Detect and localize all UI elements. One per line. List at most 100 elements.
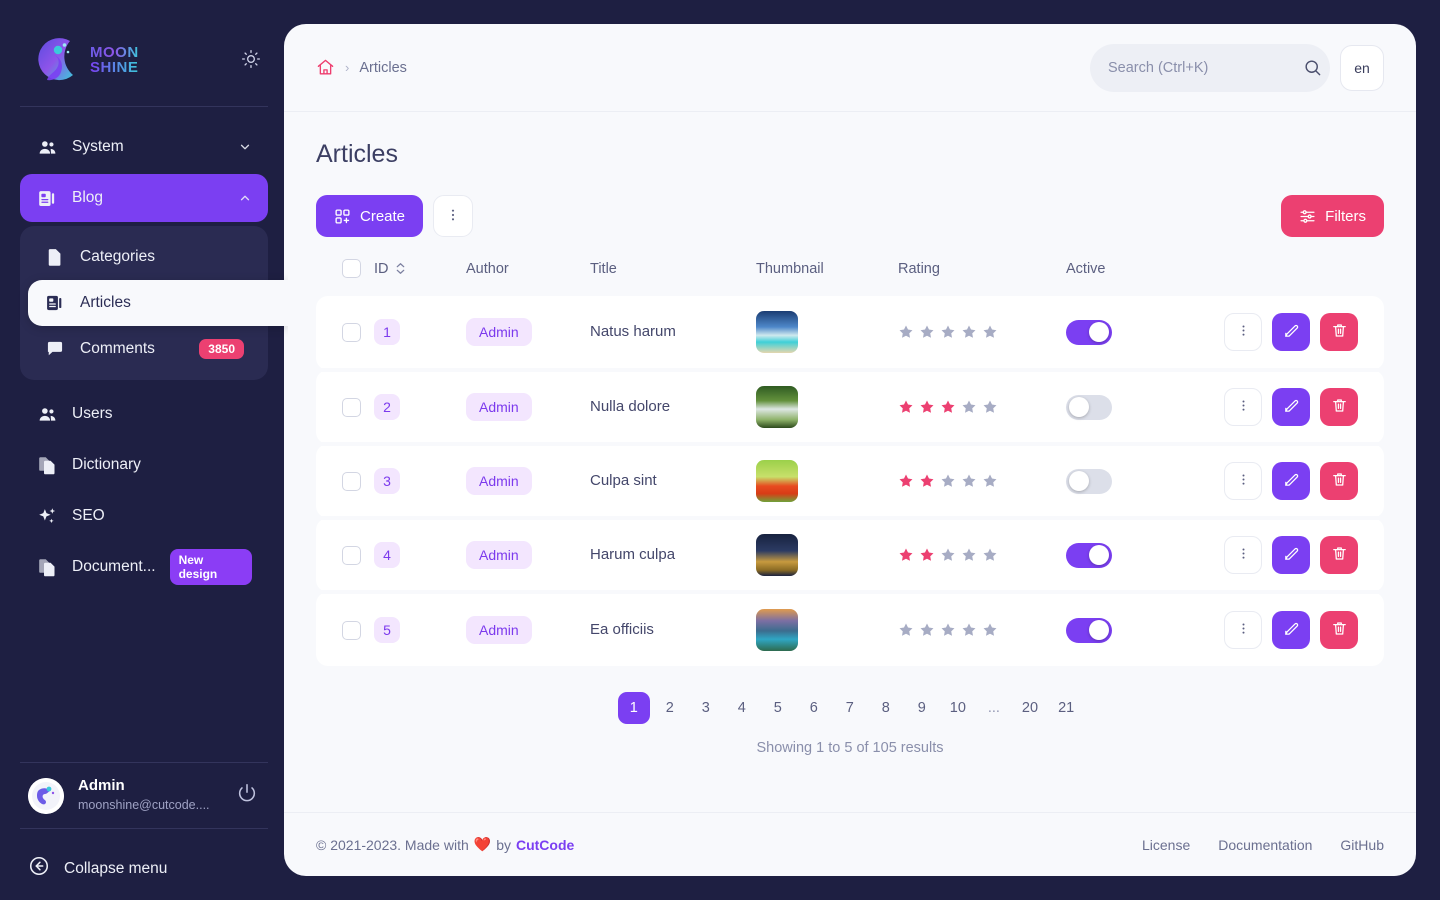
cell-thumbnail: [756, 296, 898, 370]
theme-toggle-button[interactable]: [236, 45, 266, 75]
pagination-page-4[interactable]: 4: [726, 692, 758, 724]
filters-button[interactable]: Filters: [1281, 195, 1384, 237]
delete-button[interactable]: [1320, 536, 1358, 574]
edit-button[interactable]: [1272, 536, 1310, 574]
pencil-square-icon: [1283, 620, 1300, 640]
th-id[interactable]: ID: [374, 259, 466, 296]
row-menu-button[interactable]: [1224, 388, 1262, 426]
pagination-page-5[interactable]: 5: [762, 692, 794, 724]
pagination-page-8[interactable]: 8: [870, 692, 902, 724]
results-summary: Showing 1 to 5 of 105 results: [756, 740, 944, 756]
edit-button[interactable]: [1272, 388, 1310, 426]
footer-link-documentation[interactable]: Documentation: [1218, 836, 1313, 853]
sidebar-item-system[interactable]: System: [20, 123, 268, 171]
logout-button[interactable]: [234, 783, 260, 809]
table-row[interactable]: 2 Admin Nulla dolore: [316, 368, 1384, 444]
copy-files-icon: [36, 556, 58, 578]
language-selector[interactable]: en: [1340, 44, 1384, 91]
collapse-menu-button[interactable]: Collapse menu: [20, 843, 268, 882]
sidebar-item-articles[interactable]: Articles: [28, 280, 288, 326]
cell-rating[interactable]: [898, 296, 1066, 370]
active-toggle[interactable]: [1066, 319, 1112, 345]
logo[interactable]: MOON SHINE: [30, 33, 139, 87]
pagination-page-3[interactable]: 3: [690, 692, 722, 724]
sidebar-item-blog[interactable]: Blog: [20, 174, 268, 222]
delete-button[interactable]: [1320, 462, 1358, 500]
bulk-actions-button[interactable]: [433, 195, 474, 237]
delete-button[interactable]: [1320, 313, 1358, 351]
pagination-page-6[interactable]: 6: [798, 692, 830, 724]
th-rating[interactable]: Rating: [898, 260, 940, 277]
row-checkbox[interactable]: [342, 545, 361, 565]
pagination-page-21[interactable]: 21: [1050, 692, 1082, 724]
row-menu-button[interactable]: [1224, 462, 1262, 500]
pagination-page-7[interactable]: 7: [834, 692, 866, 724]
toolbar: Create Filters: [316, 195, 1384, 237]
active-toggle[interactable]: [1066, 468, 1112, 494]
sidebar-item-categories[interactable]: Categories: [28, 234, 260, 280]
table-row[interactable]: 4 Admin Harum culpa: [316, 516, 1384, 592]
sidebar-user-row[interactable]: Admin moonshine@cutcode....: [20, 777, 268, 828]
delete-button[interactable]: [1320, 388, 1358, 426]
table-row[interactable]: 1 Admin Natus harum: [316, 296, 1384, 370]
sidebar-item-seo[interactable]: SEO: [20, 492, 268, 540]
pagination-page-2[interactable]: 2: [654, 692, 686, 724]
home-icon[interactable]: [316, 58, 335, 77]
cell-rating[interactable]: [898, 590, 1066, 666]
rating-stars[interactable]: [898, 473, 1066, 489]
rating-stars[interactable]: [898, 399, 1066, 415]
footer-link-license[interactable]: License: [1141, 836, 1191, 853]
footer-link-github[interactable]: GitHub: [1340, 836, 1384, 853]
cell-actions: [1216, 516, 1384, 592]
sidebar-item-documentation[interactable]: Document... New design: [20, 543, 268, 591]
active-toggle[interactable]: [1066, 617, 1112, 643]
search-box[interactable]: [1090, 43, 1330, 92]
cell-rating[interactable]: [898, 442, 1066, 518]
toggle-knob: [1089, 620, 1109, 640]
pagination-page-10[interactable]: 10: [942, 692, 974, 724]
row-menu-button[interactable]: [1224, 611, 1262, 649]
sidebar-item-comments[interactable]: Comments 3850: [28, 326, 260, 372]
sort-updown-icon[interactable]: [395, 262, 406, 275]
table-row[interactable]: 5 Admin Ea officiis: [316, 590, 1384, 666]
th-title[interactable]: Title: [590, 260, 617, 277]
edit-button[interactable]: [1272, 462, 1310, 500]
rating-stars[interactable]: [898, 324, 1066, 340]
search-input[interactable]: [1108, 59, 1295, 76]
row-checkbox[interactable]: [342, 620, 361, 640]
sidebar-item-label: SEO: [72, 507, 105, 524]
pagination-page-1[interactable]: 1: [617, 692, 650, 724]
rating-stars[interactable]: [898, 622, 1066, 638]
comment-icon: [44, 338, 66, 360]
sidebar-item-users[interactable]: Users: [20, 390, 268, 438]
cell-rating[interactable]: [898, 368, 1066, 444]
breadcrumb: › Articles: [316, 58, 407, 77]
footer-brand-link[interactable]: CutCode: [515, 836, 575, 853]
sidebar-item-dictionary[interactable]: Dictionary: [20, 441, 268, 489]
cell-rating[interactable]: [898, 516, 1066, 592]
cell-id: 5: [374, 590, 466, 666]
edit-button[interactable]: [1272, 611, 1310, 649]
pagination-page-20[interactable]: 20: [1014, 692, 1046, 724]
th-author[interactable]: Author: [466, 260, 509, 277]
create-button[interactable]: Create: [316, 195, 424, 237]
edit-button[interactable]: [1272, 313, 1310, 351]
rating-stars[interactable]: [898, 547, 1066, 563]
active-toggle[interactable]: [1066, 542, 1112, 568]
row-menu-button[interactable]: [1224, 313, 1262, 351]
row-checkbox[interactable]: [342, 397, 361, 417]
row-checkbox[interactable]: [342, 471, 361, 491]
pagination-page-9[interactable]: 9: [906, 692, 938, 724]
breadcrumb-separator: ›: [345, 60, 350, 75]
row-actions: [1216, 388, 1384, 426]
active-toggle[interactable]: [1066, 394, 1112, 420]
select-all-checkbox[interactable]: [342, 259, 361, 278]
delete-button[interactable]: [1320, 611, 1358, 649]
row-checkbox[interactable]: [342, 322, 361, 342]
table-row[interactable]: 3 Admin Culpa sint: [316, 442, 1384, 518]
trash-icon: [1331, 322, 1348, 342]
row-menu-button[interactable]: [1224, 536, 1262, 574]
th-active[interactable]: Active: [1066, 260, 1106, 277]
search-icon[interactable]: [1303, 58, 1322, 77]
footer-copyright: © 2021-2023. Made with ❤️ by CutCode: [316, 836, 574, 853]
